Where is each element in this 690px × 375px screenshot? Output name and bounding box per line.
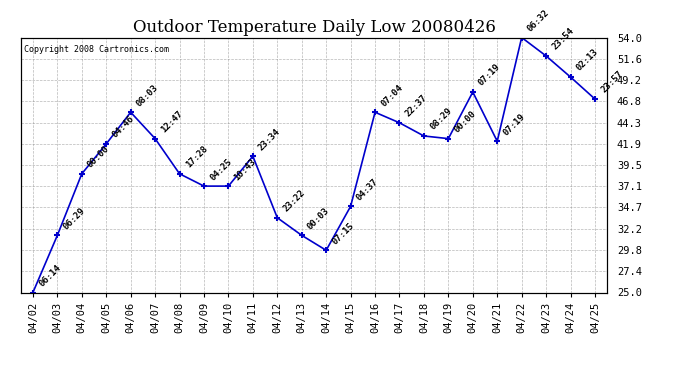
Text: 06:14: 06:14	[37, 263, 63, 288]
Text: 00:00: 00:00	[86, 144, 111, 170]
Text: Copyright 2008 Cartronics.com: Copyright 2008 Cartronics.com	[23, 45, 168, 54]
Text: 23:34: 23:34	[257, 127, 282, 152]
Text: 07:19: 07:19	[502, 112, 526, 137]
Text: 02:13: 02:13	[575, 48, 600, 73]
Text: 07:15: 07:15	[331, 221, 356, 246]
Text: 17:28: 17:28	[184, 144, 209, 170]
Text: 06:29: 06:29	[61, 206, 87, 231]
Text: 23:54: 23:54	[550, 26, 575, 52]
Text: 23:22: 23:22	[282, 188, 307, 214]
Text: 08:29: 08:29	[428, 106, 453, 132]
Text: 06:32: 06:32	[526, 8, 551, 33]
Text: 04:25: 04:25	[208, 157, 233, 182]
Title: Outdoor Temperature Daily Low 20080426: Outdoor Temperature Daily Low 20080426	[132, 19, 495, 36]
Text: 07:04: 07:04	[380, 83, 404, 108]
Text: 10:43: 10:43	[233, 157, 258, 182]
Text: 08:03: 08:03	[135, 83, 160, 108]
Text: 04:46: 04:46	[110, 114, 136, 140]
Text: 04:37: 04:37	[355, 177, 380, 202]
Text: 12:47: 12:47	[159, 109, 185, 135]
Text: 22:37: 22:37	[404, 93, 429, 118]
Text: 23:57: 23:57	[599, 69, 624, 95]
Text: 07:19: 07:19	[477, 63, 502, 88]
Text: 00:03: 00:03	[306, 206, 331, 231]
Text: 00:00: 00:00	[453, 109, 478, 135]
